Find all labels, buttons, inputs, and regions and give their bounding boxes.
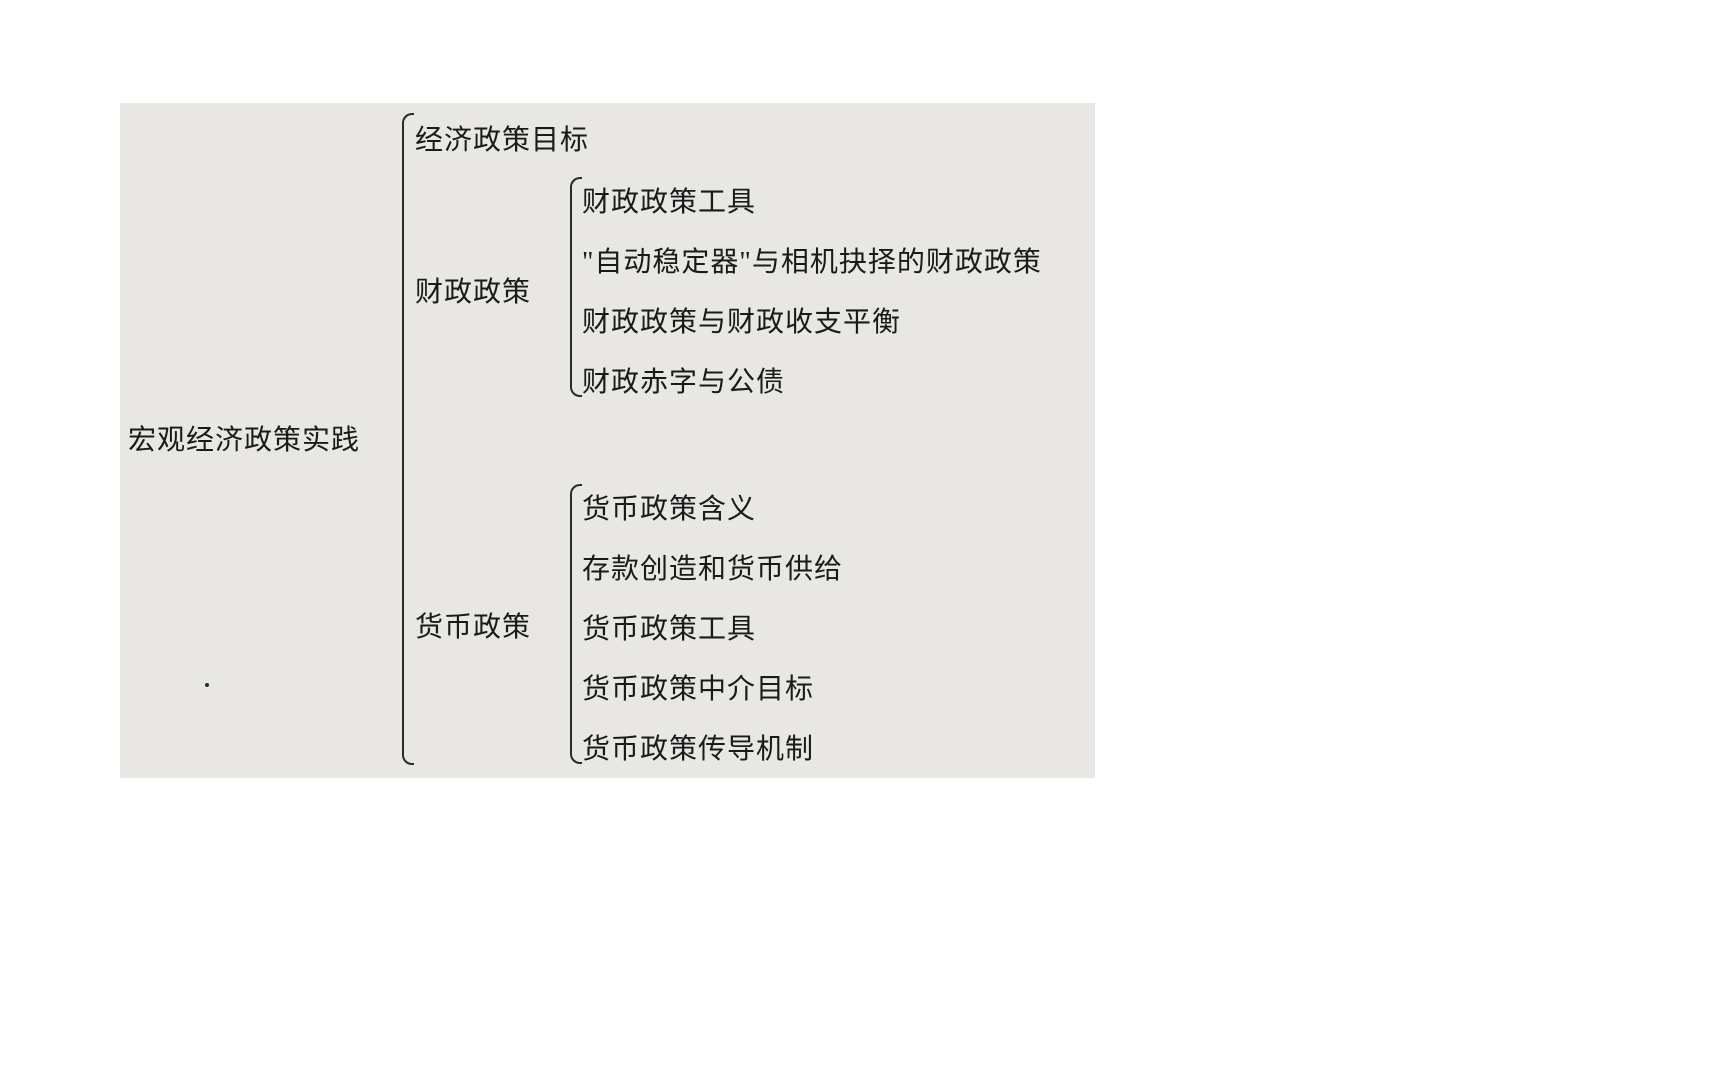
diagram-container: 宏观经济政策实践 经济政策目标 财政政策 货币政策 财政政策工具 "自动稳定器"… (120, 103, 1095, 778)
node-monetary-deposit: 存款创造和货币供给 (582, 547, 843, 587)
node-fiscal-stabilizer: "自动稳定器"与相机抉择的财政政策 (582, 240, 1042, 280)
node-economic-policy-goals: 经济政策目标 (415, 118, 589, 158)
node-monetary-meaning: 货币政策含义 (582, 487, 756, 527)
dot-artifact (205, 683, 209, 687)
node-fiscal-balance: 财政政策与财政收支平衡 (582, 300, 901, 340)
node-monetary-target: 货币政策中介目标 (582, 667, 814, 707)
node-monetary-transmission: 货币政策传导机制 (582, 727, 814, 767)
node-monetary-policy: 货币政策 (415, 605, 531, 645)
bracket-monetary (570, 496, 572, 752)
node-fiscal-deficit: 财政赤字与公债 (582, 360, 785, 400)
bracket-main (402, 125, 404, 753)
node-monetary-tools: 货币政策工具 (582, 607, 756, 647)
root-node: 宏观经济政策实践 (128, 418, 360, 458)
node-fiscal-tools: 财政政策工具 (582, 180, 756, 220)
bracket-fiscal (570, 189, 572, 385)
node-fiscal-policy: 财政政策 (415, 270, 531, 310)
